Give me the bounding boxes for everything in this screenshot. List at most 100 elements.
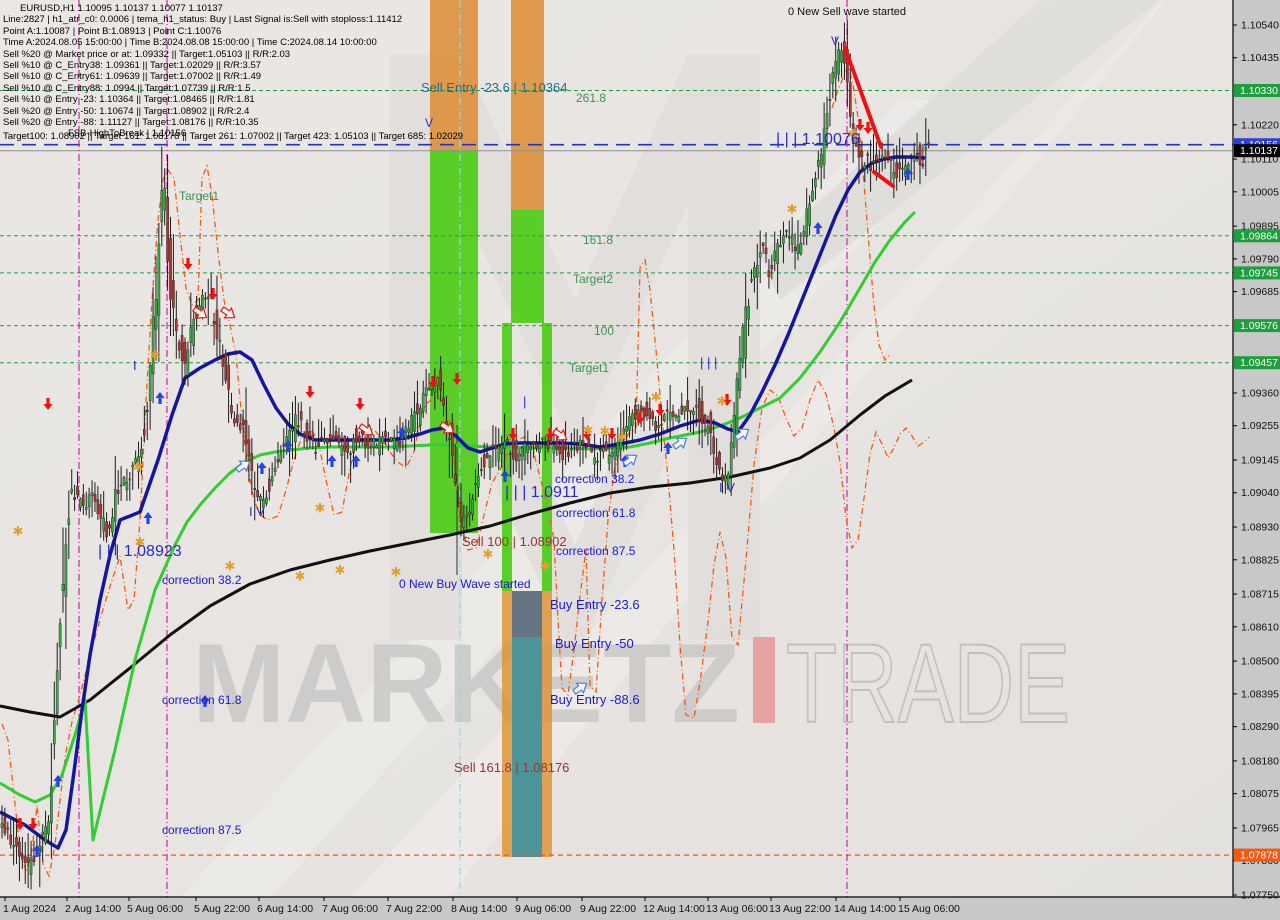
candle-body: [901, 167, 904, 170]
candle-body: [419, 407, 422, 426]
candle-body: [532, 441, 535, 445]
candle-body: [227, 364, 230, 390]
candle-body: [634, 405, 637, 420]
price-badge: [1234, 356, 1280, 370]
candle-body: [718, 452, 721, 470]
candle-body: [805, 208, 808, 238]
candle-body: [535, 443, 538, 449]
candle-body: [831, 72, 835, 84]
candle-body: [212, 321, 216, 325]
candle-body: [363, 437, 367, 446]
candle-body: [889, 157, 893, 161]
candle-body: [358, 435, 361, 443]
candle-body: [0, 823, 4, 828]
candle-body: [334, 431, 338, 438]
price-badge-label: 1.09864: [1240, 230, 1278, 242]
envelope-line: [831, 64, 892, 362]
candle-body: [439, 369, 443, 390]
star-icon: ✱: [150, 347, 161, 362]
candle-body: [602, 447, 605, 452]
price-tick-label: 1.09685: [1241, 286, 1279, 298]
candle-body: [709, 412, 713, 433]
hollow-buy-arrow-icon: [733, 428, 750, 441]
candle-body: [215, 309, 219, 339]
candle-body: [663, 414, 666, 422]
time-axis[interactable]: [0, 897, 1280, 920]
candle-body: [555, 441, 559, 450]
star-icon: ✱: [583, 422, 594, 437]
sell-arrow-down-icon: [582, 428, 592, 440]
candle-body: [793, 246, 797, 252]
sell-arrow-down-icon: [183, 258, 193, 270]
candle-body: [526, 444, 530, 453]
price-badge: [1234, 266, 1280, 280]
candle-body: [488, 455, 492, 468]
swoosh-shape: [760, 0, 1160, 300]
candle-body: [311, 435, 315, 441]
candle-body: [41, 831, 44, 835]
sell-arrow-down-icon: [855, 119, 865, 131]
candle-body: [151, 316, 155, 375]
candle-body: [241, 419, 245, 425]
candle-body: [860, 151, 864, 157]
star-icon: ✱: [315, 500, 326, 515]
candle-body: [561, 440, 564, 461]
candle-body: [625, 426, 628, 432]
candle-body: [471, 498, 474, 515]
candle-body: [808, 203, 811, 226]
candle-body: [81, 494, 85, 506]
candle-body: [224, 353, 228, 381]
hollow-buy-arrow-icon: [234, 460, 251, 473]
candle-body: [244, 420, 248, 444]
candle-body: [564, 443, 567, 451]
buy-arrow-up-icon: [155, 392, 165, 404]
candle-body: [154, 299, 158, 330]
swoosh-shape: [160, 100, 990, 920]
candle-body: [761, 242, 765, 247]
candle-body: [593, 457, 596, 465]
candle-body: [706, 426, 710, 434]
candle-body: [15, 837, 18, 847]
time-tick-label: 9 Aug 06:00: [515, 903, 571, 915]
candle-body: [436, 377, 440, 386]
price-badge-label: 1.09576: [1240, 320, 1278, 332]
hollow-buy-arrow-icon: [671, 437, 688, 450]
price-badge: [1234, 83, 1280, 97]
candle-body: [764, 247, 768, 254]
envelope-layer: [1, 64, 930, 879]
candle-body: [180, 335, 184, 361]
band: [511, 210, 544, 323]
candle-body: [238, 423, 242, 430]
star-icon: ✱: [787, 201, 798, 216]
signals-layer: ✱ ✱ ✱ ✱ ✱ ✱ ✱ ✱ ✱ ✱ ✱ ✱ ✱ ✱ ✱ ✱ ✱ ✱: [13, 119, 913, 857]
candle-body: [543, 444, 547, 447]
candle-body: [410, 415, 413, 434]
time-tick-label: 5 Aug 22:00: [194, 903, 250, 915]
trend-line: [872, 170, 895, 188]
candle-body: [817, 160, 820, 167]
candle-body: [788, 236, 791, 239]
candle-body: [895, 162, 898, 178]
candle-body: [648, 408, 652, 419]
candle-body: [779, 245, 782, 248]
price-tick-label: 1.10540: [1241, 20, 1279, 32]
watermark-red-bar: [753, 637, 775, 723]
candle-body: [331, 435, 335, 441]
candle-body: [84, 507, 88, 510]
candle-body: [567, 451, 570, 457]
candle-body: [468, 512, 472, 515]
candle-body: [453, 474, 457, 483]
price-badge: [1234, 144, 1280, 158]
candle-body: [349, 453, 352, 455]
candle-body: [398, 441, 402, 446]
price-tick-label: 1.09790: [1241, 253, 1279, 265]
sell-arrow-down-icon: [635, 412, 645, 424]
candle-body: [53, 720, 56, 745]
star-icon: ✱: [225, 558, 236, 573]
candle-body: [142, 429, 146, 436]
candle-body: [375, 445, 379, 449]
candle-body: [712, 436, 715, 454]
sell-arrow-down-icon: [28, 818, 38, 830]
candle-body: [837, 49, 840, 75]
